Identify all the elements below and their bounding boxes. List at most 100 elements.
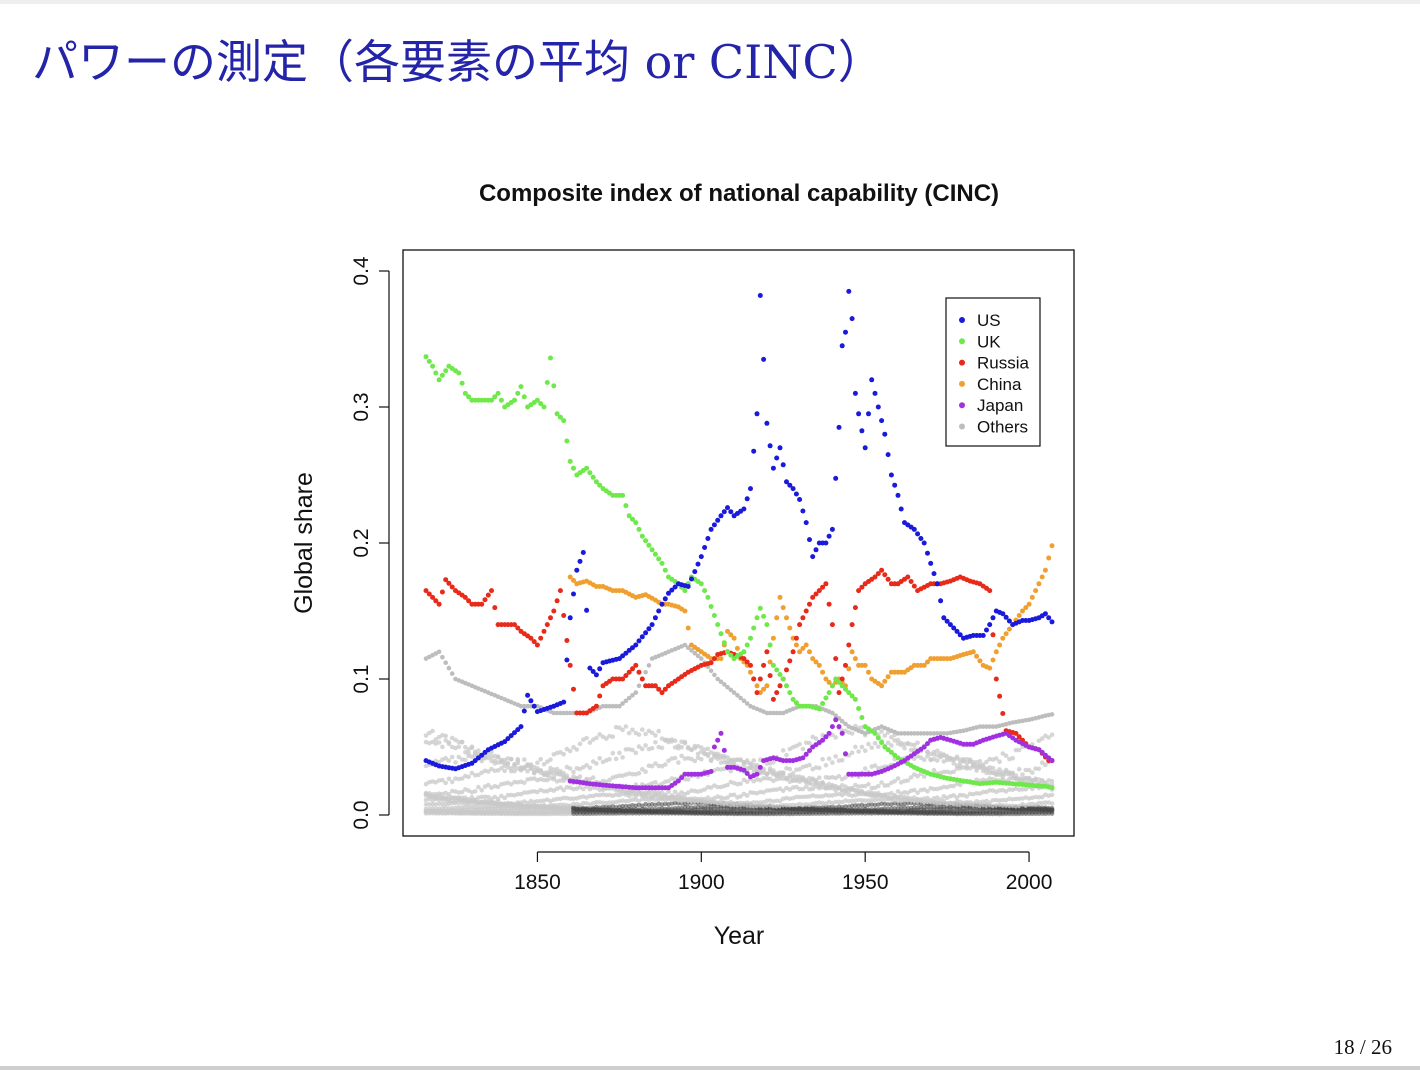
others-bg-point [725, 761, 730, 766]
others-bg-point [1049, 792, 1055, 798]
point-uk [436, 377, 442, 383]
others-bg-point [459, 795, 465, 801]
point-uk [711, 613, 717, 618]
others-bg-point [849, 731, 855, 736]
others-bg-point [653, 761, 658, 766]
point-us [911, 526, 917, 532]
point-uk [764, 622, 770, 628]
others-bg-point [715, 751, 720, 757]
point-uk [538, 401, 544, 407]
others-bg-point [1016, 747, 1022, 753]
point-us [938, 598, 944, 604]
point-russia [993, 676, 999, 682]
others-bg-point [807, 740, 812, 746]
point-us [872, 390, 878, 396]
others-bg-point [790, 770, 796, 776]
point-china [925, 659, 930, 665]
others-bg-point [571, 745, 576, 750]
point-uk [721, 640, 727, 646]
others-bg-point [656, 728, 661, 734]
others-bg-point [436, 759, 442, 765]
others-bg-point [499, 793, 504, 799]
legend-marker-russia [959, 359, 965, 366]
point-others [561, 710, 566, 716]
point-us [1049, 619, 1055, 625]
others-bg-point [708, 785, 714, 790]
point-us [826, 533, 832, 539]
point-russia [492, 605, 498, 611]
point-uk [682, 588, 688, 594]
others-bg-point [692, 758, 698, 764]
point-russia [433, 598, 439, 604]
others-bg-point [558, 802, 563, 808]
others-bg-point [499, 765, 504, 771]
others-bg-point [446, 758, 452, 763]
point-us [512, 730, 517, 736]
point-others [941, 731, 947, 736]
others-bg-point [820, 757, 825, 762]
point-russia [531, 639, 537, 645]
others-bg-point [790, 777, 796, 783]
point-russia [426, 591, 432, 597]
point-japan [718, 730, 724, 736]
point-japan [925, 741, 930, 747]
others-bg-point [577, 774, 583, 779]
others-bg-point [1030, 770, 1035, 775]
others-bg-point [944, 753, 950, 759]
point-russia [620, 676, 626, 682]
others-bg-point [908, 775, 914, 780]
point-russia [810, 594, 816, 600]
others-bg-point [1020, 772, 1025, 777]
others-bg-point [636, 770, 642, 776]
point-us [790, 486, 796, 492]
point-us [751, 448, 757, 454]
others-bg-point [869, 745, 874, 750]
point-uk [872, 730, 878, 736]
point-others [902, 731, 907, 736]
point-us [597, 666, 603, 672]
others-bg-point [610, 750, 616, 756]
point-others [984, 724, 989, 729]
others-bg-point [453, 760, 458, 765]
point-japan [1042, 752, 1048, 758]
point-us [928, 560, 934, 566]
others-bg-point [597, 732, 602, 737]
point-us [711, 522, 717, 528]
others-bg-point [486, 782, 491, 788]
others-bg-point [581, 765, 586, 770]
others-bg-point [479, 794, 485, 800]
others-bg-point [810, 786, 815, 792]
others-bg-point [623, 747, 629, 752]
others-bg-point [685, 777, 691, 782]
others-bg-point [1036, 794, 1042, 800]
point-russia [449, 584, 455, 590]
point-others [440, 654, 445, 660]
point-china [846, 666, 852, 672]
point-russia [1013, 730, 1019, 736]
point-others [744, 701, 750, 706]
others-bg-point [872, 802, 878, 808]
others-bg-point [446, 792, 452, 797]
legend-label-us: US [977, 311, 1001, 330]
point-us [479, 752, 485, 758]
point-us [915, 531, 921, 537]
point-russia [430, 594, 436, 600]
point-others [689, 648, 694, 653]
point-china [977, 658, 983, 664]
point-china [1003, 631, 1009, 637]
point-japan [803, 751, 809, 757]
others-bg-point [1016, 766, 1022, 772]
point-us [852, 390, 858, 396]
others-bg-point [620, 727, 625, 733]
others-bg-point [567, 766, 573, 771]
point-uk [466, 394, 472, 400]
point-russia [761, 662, 767, 668]
point-china [1033, 588, 1039, 594]
others-bg-point [535, 768, 540, 773]
point-japan [754, 771, 760, 777]
others-bg-point [449, 779, 455, 785]
others-bg-point [558, 778, 563, 783]
point-russia [423, 588, 429, 594]
point-us [593, 672, 599, 678]
point-russia [1000, 711, 1006, 716]
